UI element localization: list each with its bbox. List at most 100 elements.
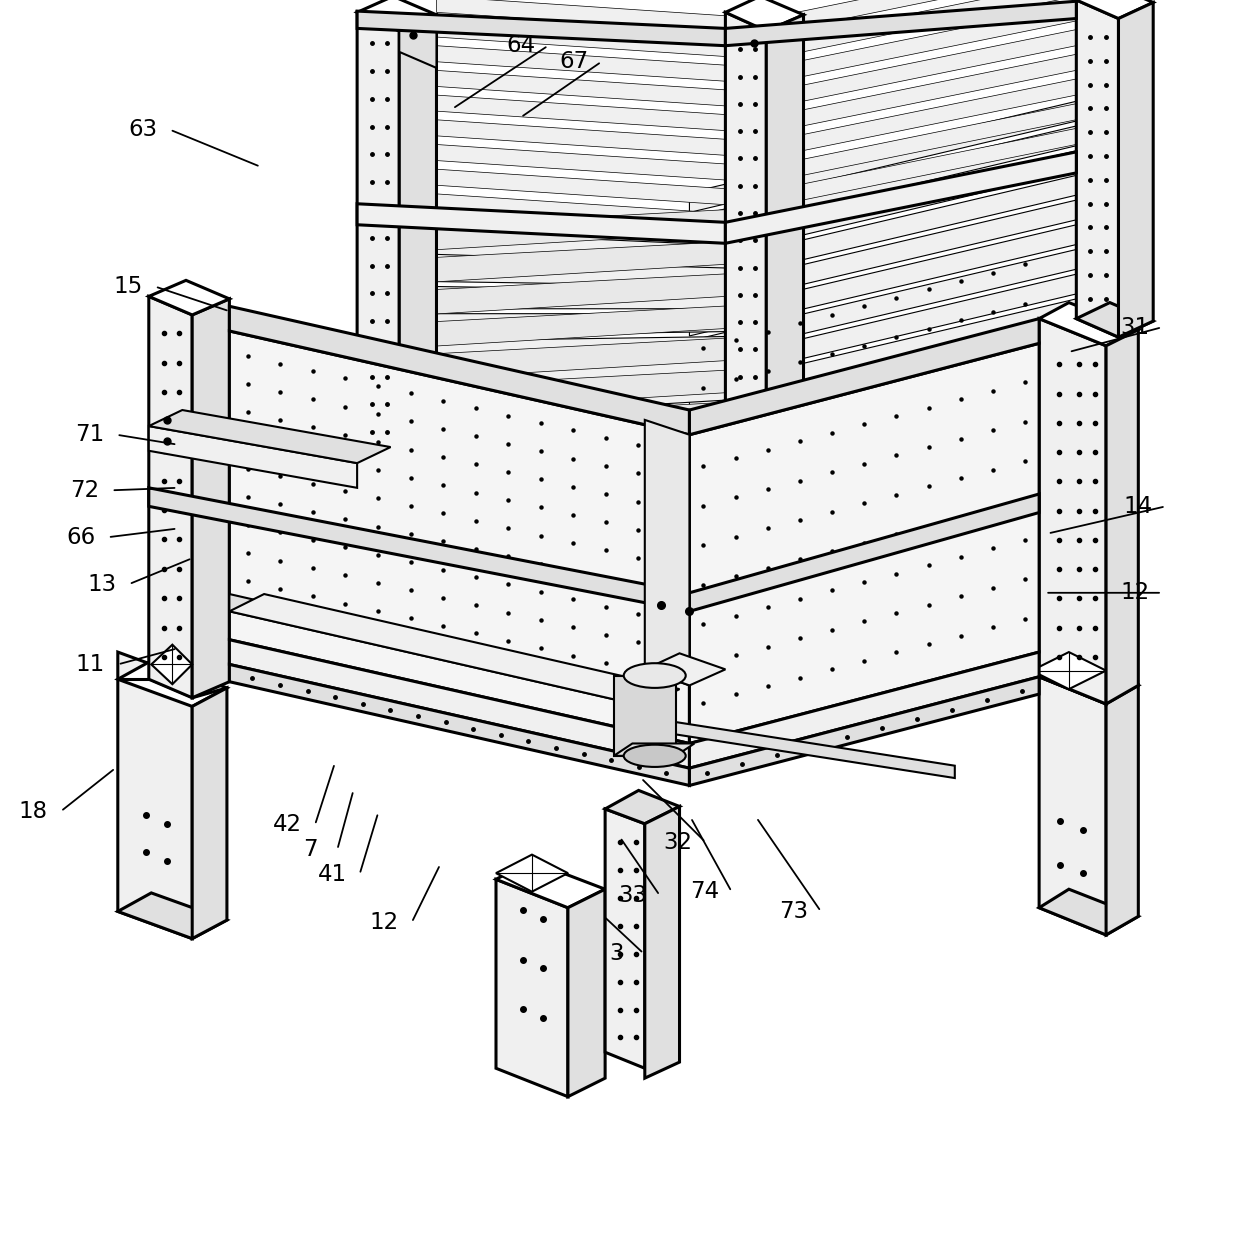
Polygon shape (655, 719, 955, 778)
Polygon shape (399, 15, 436, 68)
Polygon shape (399, 240, 766, 284)
Polygon shape (1076, 0, 1153, 19)
Text: 71: 71 (74, 424, 104, 446)
Polygon shape (436, 194, 766, 232)
Polygon shape (605, 809, 645, 1068)
Polygon shape (1032, 652, 1106, 689)
Polygon shape (766, 0, 1118, 59)
Polygon shape (357, 435, 436, 469)
Polygon shape (149, 410, 391, 463)
Polygon shape (1039, 889, 1138, 935)
Polygon shape (149, 663, 227, 698)
Polygon shape (267, 553, 1021, 753)
Polygon shape (1076, 0, 1118, 337)
Polygon shape (436, 144, 766, 183)
Polygon shape (1039, 319, 1106, 704)
Text: 14: 14 (1123, 495, 1153, 517)
Polygon shape (689, 101, 1076, 212)
Polygon shape (436, 21, 766, 59)
Polygon shape (1106, 330, 1138, 704)
Ellipse shape (624, 745, 686, 767)
Text: 72: 72 (69, 479, 99, 501)
Polygon shape (357, 0, 436, 31)
Polygon shape (766, 120, 1118, 207)
Polygon shape (399, 272, 766, 316)
Polygon shape (357, 11, 725, 46)
Polygon shape (614, 743, 694, 756)
Polygon shape (436, 259, 766, 287)
Text: 13: 13 (87, 573, 117, 595)
Polygon shape (496, 879, 568, 1097)
Polygon shape (149, 426, 357, 488)
Polygon shape (229, 306, 689, 435)
Polygon shape (689, 151, 1076, 262)
Polygon shape (436, 0, 766, 35)
Text: 64: 64 (506, 35, 536, 57)
Polygon shape (725, 406, 804, 441)
Polygon shape (149, 296, 192, 698)
Polygon shape (725, 0, 804, 31)
Text: 11: 11 (76, 653, 105, 676)
Polygon shape (689, 175, 1076, 287)
Polygon shape (229, 664, 689, 785)
Polygon shape (689, 299, 1076, 410)
Polygon shape (645, 806, 680, 1078)
Polygon shape (436, 205, 766, 242)
Polygon shape (689, 274, 1076, 385)
Polygon shape (1039, 658, 1138, 704)
Polygon shape (399, 368, 766, 412)
Polygon shape (496, 861, 605, 908)
Polygon shape (436, 358, 766, 390)
Polygon shape (725, 152, 1076, 243)
Polygon shape (689, 652, 1039, 768)
Polygon shape (645, 420, 689, 685)
Polygon shape (568, 889, 605, 1097)
Polygon shape (357, 12, 399, 469)
Polygon shape (118, 893, 227, 939)
Polygon shape (689, 200, 1076, 311)
Polygon shape (1106, 685, 1138, 935)
Polygon shape (766, 144, 1118, 232)
Polygon shape (689, 319, 1039, 435)
Text: 73: 73 (779, 900, 808, 923)
Polygon shape (766, 0, 1118, 84)
Polygon shape (149, 488, 689, 611)
Polygon shape (436, 169, 766, 207)
Polygon shape (1118, 2, 1153, 337)
Polygon shape (192, 299, 229, 698)
Polygon shape (766, 15, 804, 441)
Text: 3: 3 (609, 942, 624, 965)
Text: 42: 42 (273, 814, 303, 836)
Polygon shape (436, 120, 766, 158)
Text: 12: 12 (370, 911, 399, 934)
Polygon shape (689, 249, 1076, 361)
Text: 33: 33 (618, 884, 647, 906)
Polygon shape (229, 331, 689, 743)
Polygon shape (689, 126, 1076, 237)
Polygon shape (149, 280, 229, 315)
Polygon shape (436, 46, 766, 84)
Polygon shape (399, 336, 766, 380)
Text: 15: 15 (113, 275, 143, 298)
Text: 66: 66 (66, 526, 95, 548)
Polygon shape (766, 95, 1118, 183)
Polygon shape (436, 380, 766, 417)
Polygon shape (1039, 677, 1106, 935)
Polygon shape (229, 594, 680, 706)
Polygon shape (1076, 303, 1153, 337)
Polygon shape (766, 70, 1118, 158)
Polygon shape (689, 343, 1039, 743)
Polygon shape (766, 0, 1118, 35)
Polygon shape (436, 403, 766, 445)
Polygon shape (496, 855, 568, 892)
Polygon shape (436, 287, 766, 309)
Text: 7: 7 (303, 839, 317, 861)
Polygon shape (689, 677, 1039, 785)
Text: 74: 74 (689, 881, 719, 903)
Text: 12: 12 (1120, 582, 1149, 604)
Polygon shape (725, 1, 1076, 46)
Polygon shape (689, 225, 1076, 336)
Polygon shape (357, 204, 725, 243)
Polygon shape (229, 640, 689, 768)
Polygon shape (614, 676, 676, 756)
